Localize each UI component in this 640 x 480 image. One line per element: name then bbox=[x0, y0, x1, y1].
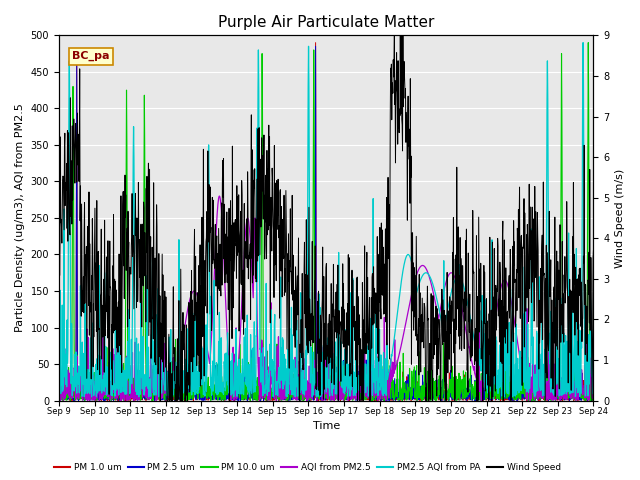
Y-axis label: Particle Density (ug/m3), AQI from PM2.5: Particle Density (ug/m3), AQI from PM2.5 bbox=[15, 104, 25, 333]
X-axis label: Time: Time bbox=[312, 421, 340, 432]
Text: BC_pa: BC_pa bbox=[72, 51, 110, 61]
Legend: PM 1.0 um, PM 2.5 um, PM 10.0 um, AQI from PM2.5, PM2.5 AQI from PA, Wind Speed: PM 1.0 um, PM 2.5 um, PM 10.0 um, AQI fr… bbox=[50, 459, 564, 476]
Title: Purple Air Particulate Matter: Purple Air Particulate Matter bbox=[218, 15, 435, 30]
Y-axis label: Wind Speed (m/s): Wind Speed (m/s) bbox=[615, 168, 625, 267]
